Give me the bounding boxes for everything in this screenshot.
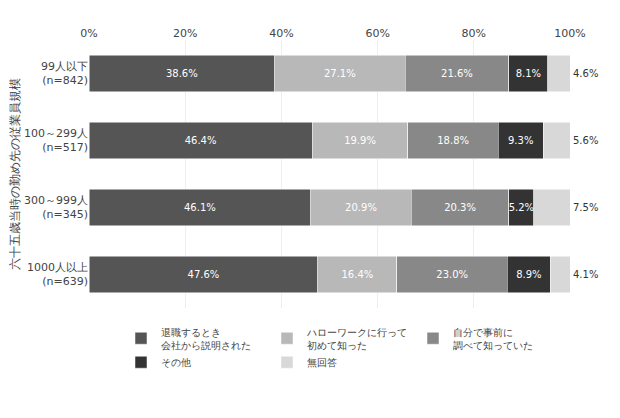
svg-text:19.9%: 19.9% [344, 135, 376, 146]
svg-text:自分で事前に調べて知っていた: 自分で事前に調べて知っていた [453, 327, 533, 351]
svg-text:9.3%: 9.3% [508, 135, 533, 146]
svg-text:16.4%: 16.4% [342, 269, 374, 280]
svg-text:21.6%: 21.6% [441, 68, 473, 79]
svg-text:退職するとき会社から説明された: 退職するとき会社から説明された [161, 327, 251, 351]
svg-text:47.6%: 47.6% [188, 269, 220, 280]
svg-text:46.4%: 46.4% [185, 135, 217, 146]
svg-text:80%: 80% [462, 27, 486, 40]
svg-text:その他: その他 [161, 357, 191, 368]
svg-text:8.9%: 8.9% [516, 269, 541, 280]
svg-text:27.1%: 27.1% [324, 68, 356, 79]
svg-text:0%: 0% [80, 27, 97, 40]
svg-text:23.0%: 23.0% [436, 269, 468, 280]
svg-text:20.3%: 20.3% [444, 202, 476, 213]
svg-text:100～299人(n=517): 100～299人(n=517) [24, 127, 88, 154]
svg-text:99人以下(n=842): 99人以下(n=842) [41, 60, 88, 87]
svg-text:38.6%: 38.6% [166, 68, 198, 79]
svg-text:無回答: 無回答 [307, 357, 337, 368]
svg-text:5.6%: 5.6% [573, 135, 598, 146]
svg-text:5.2%: 5.2% [509, 202, 534, 213]
svg-text:1000人以上(n=639): 1000人以上(n=639) [27, 261, 88, 288]
svg-text:4.6%: 4.6% [573, 68, 598, 79]
svg-text:8.1%: 8.1% [516, 68, 541, 79]
svg-text:20.9%: 20.9% [345, 202, 377, 213]
svg-text:40%: 40% [269, 27, 293, 40]
svg-text:60%: 60% [365, 27, 389, 40]
svg-text:4.1%: 4.1% [573, 269, 598, 280]
svg-text:7.5%: 7.5% [573, 202, 598, 213]
svg-text:46.1%: 46.1% [184, 202, 216, 213]
svg-text:六十五歳当時の勤め先の従業員規模: 六十五歳当時の勤め先の従業員規模 [8, 78, 22, 270]
svg-text:18.8%: 18.8% [437, 135, 469, 146]
svg-text:100%: 100% [554, 27, 585, 40]
svg-text:20%: 20% [173, 27, 197, 40]
svg-text:300～999人(n=345): 300～999人(n=345) [24, 194, 88, 221]
svg-text:ハローワークに行って初めて知った: ハローワークに行って初めて知った [306, 327, 407, 351]
